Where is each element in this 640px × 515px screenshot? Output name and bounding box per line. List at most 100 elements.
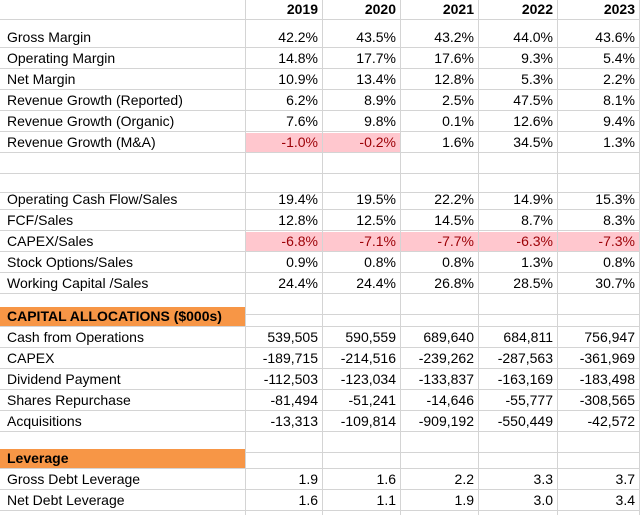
value-cell-negative[interactable]: -7.7% [401,232,478,251]
value-cell[interactable]: -909,192 [418,413,474,429]
value-cell[interactable]: 9.8% [364,113,396,129]
row-label[interactable]: FCF/Sales [7,212,74,228]
value-cell[interactable]: 5.4% [603,50,635,66]
value-cell[interactable]: -14,646 [426,392,474,408]
row-label[interactable]: Shares Repurchase [7,392,131,408]
value-cell[interactable]: -214,516 [340,350,396,366]
row-label[interactable]: Net Margin [7,71,76,87]
row-label[interactable]: Gross Debt Leverage [7,471,141,487]
value-cell[interactable]: 15.3% [595,191,635,207]
value-cell[interactable]: 3.0 [533,492,553,508]
value-cell[interactable]: 44.0% [513,29,553,45]
value-cell[interactable]: -183,498 [579,371,635,387]
row-label[interactable]: Operating Margin [7,50,116,66]
value-cell[interactable]: 689,640 [423,329,474,345]
value-cell[interactable]: 8.7% [521,212,553,228]
row-label[interactable]: Revenue Growth (Organic) [7,113,175,129]
value-cell[interactable]: 42.2% [278,29,318,45]
value-cell[interactable]: 1.6 [376,471,396,487]
section-title[interactable]: CAPITAL ALLOCATIONS ($000s) [0,307,245,326]
value-cell[interactable]: 0.9% [286,254,318,270]
value-cell[interactable]: 1.3% [521,254,553,270]
value-cell[interactable]: 19.5% [356,191,396,207]
value-cell[interactable]: 1.9 [454,492,474,508]
value-cell[interactable]: 9.3% [521,50,553,66]
value-cell[interactable]: 17.7% [356,50,396,66]
year-header-2023[interactable]: 2023 [603,1,635,17]
value-cell[interactable]: 684,811 [503,329,553,345]
section-title[interactable]: Leverage [0,449,245,468]
value-cell[interactable]: 12.5% [356,212,396,228]
value-cell[interactable]: 2.2% [603,71,635,87]
row-label[interactable]: Operating Cash Flow/Sales [7,191,178,207]
value-cell[interactable]: 8.9% [364,92,396,108]
value-cell[interactable]: 539,505 [267,329,318,345]
blank-row[interactable] [0,173,640,193]
row-label[interactable]: Working Capital /Sales [7,275,149,291]
value-cell[interactable]: 24.4% [278,275,318,291]
year-header-2019[interactable]: 2019 [286,1,318,17]
value-cell[interactable]: 7.6% [286,113,318,129]
value-cell[interactable]: 34.5% [513,134,553,150]
value-cell[interactable]: -13,313 [270,413,318,429]
value-cell[interactable]: 24.4% [356,275,396,291]
value-cell[interactable]: 19.4% [278,191,318,207]
value-cell[interactable]: 3.3 [533,471,553,487]
year-header-2022[interactable]: 2022 [521,1,553,17]
value-cell[interactable]: 3.7 [615,471,635,487]
value-cell[interactable]: 22.2% [434,191,474,207]
row-label[interactable]: Acquisitions [7,413,82,429]
row-label[interactable]: Net Debt Leverage [7,492,125,508]
value-cell[interactable]: -189,715 [262,350,318,366]
row-label[interactable]: CAPEX/Sales [7,233,94,249]
value-cell[interactable]: 26.8% [434,275,474,291]
row-label[interactable]: CAPEX [7,350,55,366]
value-cell[interactable]: 8.1% [603,92,635,108]
value-cell[interactable]: 30.7% [595,275,635,291]
row-label[interactable]: Gross Margin [7,29,92,45]
value-cell[interactable]: -361,969 [579,350,635,366]
value-cell[interactable]: 12.8% [278,212,318,228]
value-cell[interactable]: 12.8% [434,71,474,87]
row-label[interactable]: Revenue Growth (M&A) [7,134,156,150]
value-cell[interactable]: 28.5% [513,275,553,291]
value-cell[interactable]: 1.6 [298,492,318,508]
value-cell[interactable]: 0.8% [442,254,474,270]
row-label[interactable]: Stock Options/Sales [7,254,134,270]
row-label[interactable]: Cash from Operations [7,329,144,345]
value-cell[interactable]: 590,559 [345,329,396,345]
header-label-cell[interactable] [0,0,245,19]
value-cell[interactable]: 1.1 [376,492,396,508]
value-cell[interactable]: -109,814 [340,413,396,429]
value-cell[interactable]: 0.1% [442,113,474,129]
value-cell[interactable]: 756,947 [584,329,635,345]
value-cell[interactable]: 5.3% [521,71,553,87]
value-cell[interactable]: 2.5% [442,92,474,108]
value-cell[interactable]: -55,777 [505,392,553,408]
value-cell-negative[interactable]: -1.0% [246,133,322,152]
value-cell[interactable]: -42,572 [587,413,635,429]
value-cell[interactable]: 47.5% [513,92,553,108]
value-cell[interactable]: -239,262 [418,350,474,366]
value-cell[interactable]: 10.9% [278,71,318,87]
value-cell[interactable]: 1.3% [603,134,635,150]
value-cell[interactable]: 14.8% [278,50,318,66]
value-cell[interactable]: -51,241 [348,392,396,408]
value-cell[interactable]: 3.4 [615,492,635,508]
value-cell[interactable]: -133,837 [418,371,474,387]
year-header-2020[interactable]: 2020 [364,1,396,17]
value-cell[interactable]: 0.8% [364,254,396,270]
value-cell-negative[interactable]: -6.3% [479,232,557,251]
value-cell[interactable]: 12.6% [513,113,553,129]
value-cell[interactable]: -287,563 [497,350,553,366]
value-cell[interactable]: 6.2% [286,92,318,108]
value-cell[interactable]: 1.9 [298,471,318,487]
value-cell[interactable]: 43.5% [356,29,396,45]
value-cell[interactable]: -308,565 [579,392,635,408]
value-cell[interactable]: 14.5% [434,212,474,228]
value-cell[interactable]: 8.3% [603,212,635,228]
row-label[interactable]: Revenue Growth (Reported) [7,92,183,108]
value-cell[interactable]: 13.4% [356,71,396,87]
value-cell-negative[interactable]: -6.8% [246,232,322,251]
value-cell[interactable]: -81,494 [270,392,318,408]
